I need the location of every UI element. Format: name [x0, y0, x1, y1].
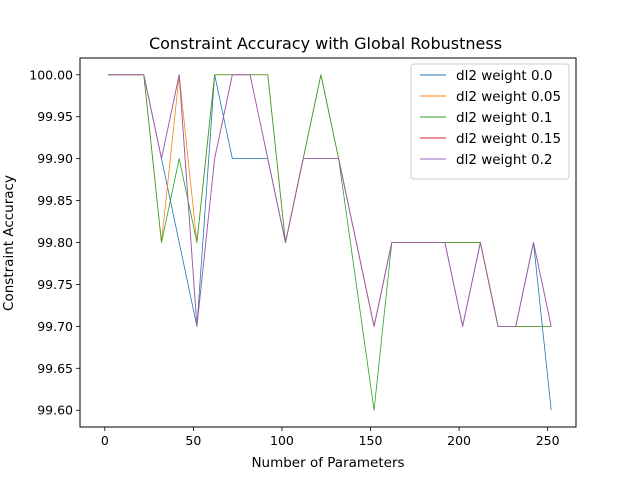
- y-tick-label: 99.85: [37, 193, 73, 208]
- y-tick-label: 99.80: [37, 235, 73, 250]
- x-axis-title: Number of Parameters: [251, 455, 404, 471]
- y-tick-label: 99.65: [37, 361, 73, 376]
- x-tick-label: 50: [185, 433, 201, 448]
- legend-label-3: dl2 weight 0.15: [456, 131, 561, 147]
- y-tick-label: 99.95: [37, 109, 73, 124]
- x-tick-label: 100: [270, 433, 294, 448]
- legend-label-4: dl2 weight 0.2: [456, 152, 552, 168]
- legend-label-2: dl2 weight 0.1: [456, 110, 552, 126]
- y-axis: 99.60 99.65 99.70 99.75 99.80 99.85 99.90 99.95…: [29, 67, 80, 418]
- plot-lines: [108, 74, 552, 411]
- y-tick-label: 99.90: [37, 151, 73, 166]
- x-tick-label: 0: [101, 433, 109, 448]
- y-tick-label: 99.70: [37, 319, 73, 334]
- series-line-4: [108, 74, 552, 327]
- y-tick-label: 99.60: [37, 403, 73, 418]
- x-axis: 0 50 100 150 200 250: [101, 427, 560, 448]
- x-tick-label: 150: [359, 433, 383, 448]
- y-tick-label: 100.00: [29, 67, 73, 82]
- y-axis-title: Constraint Accuracy: [1, 175, 17, 311]
- legend-label-0: dl2 weight 0.0: [456, 68, 552, 84]
- legend-label-1: dl2 weight 0.05: [456, 89, 561, 105]
- chart-title: Constraint Accuracy with Global Robustne…: [149, 34, 502, 53]
- x-tick-label: 200: [447, 433, 471, 448]
- y-tick-label: 99.75: [37, 277, 73, 292]
- x-tick-label: 250: [536, 433, 560, 448]
- legend: dl2 weight 0.0 dl2 weight 0.05 dl2 weight …: [410, 63, 570, 180]
- legend-box: [410, 63, 570, 180]
